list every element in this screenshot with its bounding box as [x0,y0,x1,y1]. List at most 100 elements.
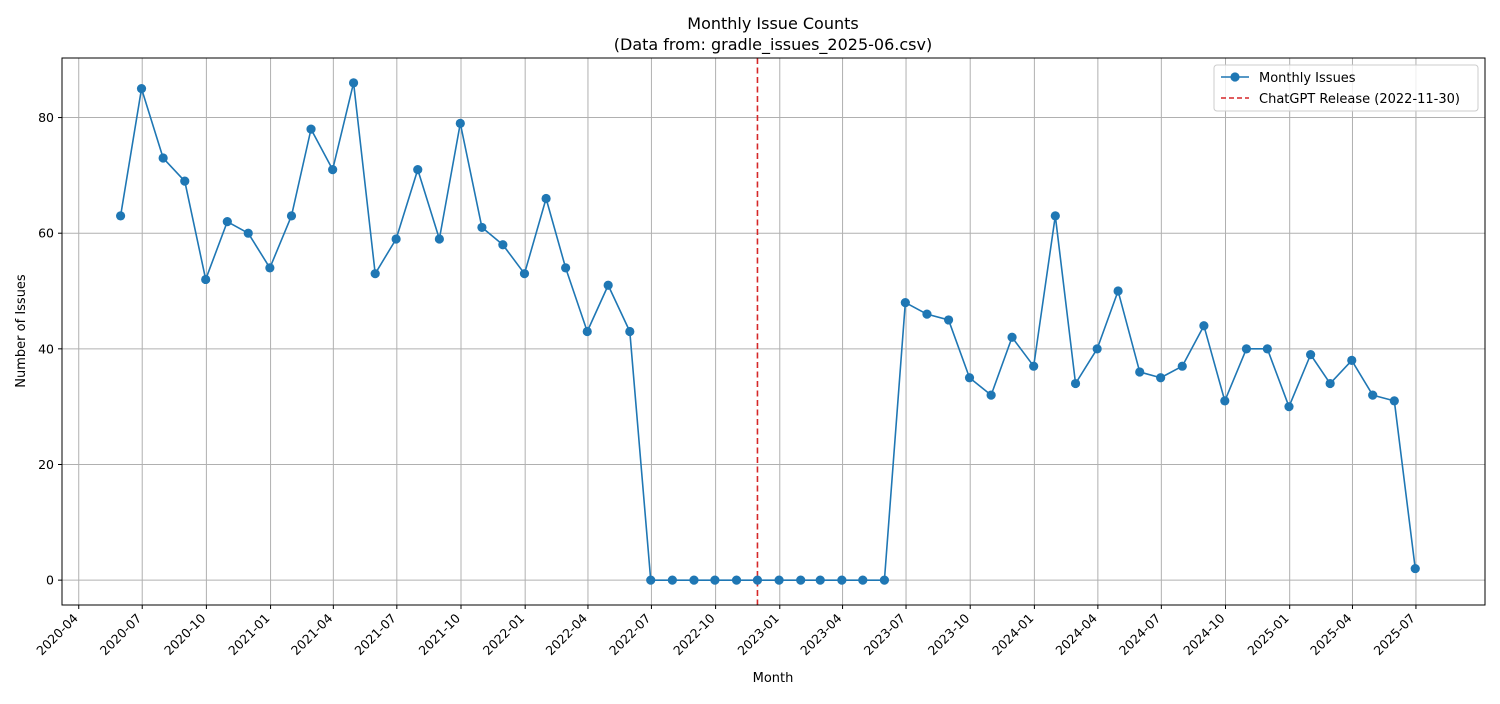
data-point [519,269,530,279]
y-tick-label: 20 [38,457,54,472]
data-point [1156,373,1166,383]
x-tick-label: 2023-10 [925,610,973,658]
data-point [774,575,784,585]
x-tick-label: 2021-01 [225,611,273,659]
x-tick-label: 2020-07 [97,611,145,659]
x-tick-label: 2023-04 [797,610,845,658]
data-point [1135,367,1145,377]
data-point [667,575,677,585]
data-point [858,575,868,585]
data-point [1199,321,1209,331]
data-point [306,124,316,134]
x-tick-label: 2022-07 [606,611,654,659]
data-point [1389,396,1399,406]
x-tick-label: 2020-10 [161,610,209,658]
data-point [986,390,996,400]
data-point [115,211,126,221]
data-point [964,373,975,383]
data-point [752,575,763,585]
data-point [1050,211,1060,221]
data-point [710,575,720,585]
data-point [879,575,890,585]
plot-frame [61,57,1486,606]
y-axis-label: Number of Issues [14,274,29,388]
data-point [498,240,508,250]
x-tick-label: 2022-01 [480,611,528,659]
data-point [243,228,253,238]
data-point [625,326,635,337]
x-tick-label: 2024-10 [1180,610,1228,658]
data-point [561,263,571,273]
data-point [1113,286,1123,296]
data-point [582,326,592,337]
y-tick-label: 0 [46,573,54,588]
data-point [922,309,932,319]
x-tick-label: 2024-04 [1052,610,1100,658]
data-point [1029,361,1039,371]
data-point [1262,344,1272,354]
data-point [136,84,147,94]
data-point [1368,390,1378,400]
data-point [900,297,910,308]
data-point [1241,344,1252,354]
data-point [943,315,954,325]
data-point [1220,396,1230,406]
x-tick-label: 2025-07 [1371,611,1419,659]
data-point [370,269,380,279]
data-point [1070,378,1081,389]
series-layer [115,78,1420,585]
x-ticks: 2020-04 2020-07 2020-10 2021-01 2021-04 2021-… [33,605,1418,658]
x-tick-label: 2021-07 [351,611,399,659]
data-point [434,234,444,244]
data-point [1306,350,1316,360]
series-line [119,82,1417,581]
x-tick-label: 2025-04 [1307,610,1355,658]
y-ticks: 0 20 40 60 80 [38,110,62,588]
data-point [837,575,847,585]
data-point [1347,355,1357,366]
x-tick-label: 2021-10 [416,610,464,658]
data-point [1325,378,1335,389]
data-point [1092,344,1102,354]
chart-title: Monthly Issue Counts [687,14,858,33]
data-point [265,263,275,273]
x-tick-label: 2023-01 [734,611,782,659]
data-point [1177,361,1187,371]
x-tick-label: 2023-07 [861,611,909,659]
legend-frame [1213,64,1479,112]
data-point [455,118,465,128]
grid [62,58,1485,605]
y-tick-label: 60 [38,226,54,241]
data-point [222,217,232,227]
data-point [413,164,423,175]
data-point [158,153,168,163]
x-tick-label: 2022-04 [543,610,591,658]
legend-series-marker [1230,72,1240,82]
x-tick-label: 2021-04 [288,610,336,658]
data-point [1410,563,1420,574]
data-point [815,575,825,585]
legend: Monthly Issues ChatGPT Release (2022-11-… [1213,64,1479,112]
data-point [541,193,551,204]
data-point [1007,332,1017,342]
data-point [348,78,359,88]
data-point [731,575,742,585]
data-point [286,211,297,221]
data-point [201,274,211,285]
data-point [1284,402,1294,412]
x-tick-label: 2020-04 [33,610,81,658]
chart-subtitle: (Data from: gradle_issues_2025-06.csv) [614,35,932,55]
x-tick-label: 2024-07 [1116,611,1164,659]
y-tick-label: 80 [38,110,54,125]
data-point [689,575,699,585]
x-tick-label: 2022-10 [670,610,718,658]
data-point [328,164,338,175]
y-tick-label: 40 [38,341,54,356]
legend-series-label: Monthly Issues [1259,71,1356,86]
data-point [180,176,190,186]
legend-vline-label: ChatGPT Release (2022-11-30) [1259,92,1460,107]
data-point [796,575,806,585]
data-point [646,575,656,585]
